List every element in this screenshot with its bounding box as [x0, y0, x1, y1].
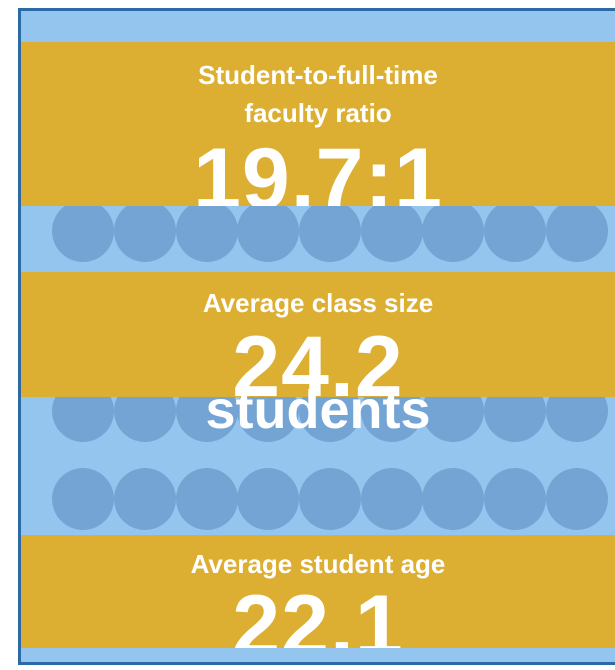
stat-label: Average class size [202, 288, 434, 318]
stat-value: 19.7:1 [193, 131, 443, 206]
stat-value: 22.1 [232, 578, 404, 648]
stat-band: Average class size 24.2 [21, 272, 615, 397]
dot-pattern [52, 200, 608, 530]
stat-band: Average student age 22.1 [21, 535, 615, 648]
stat-label: Average student age [190, 549, 446, 579]
stat-label: Student-to-full-time faculty ratio [198, 60, 438, 128]
stat-unit: students [205, 380, 431, 440]
stat-value: 24.2 [232, 319, 404, 397]
stat-band: Student-to-full-time faculty ratio 19.7:… [21, 42, 615, 206]
infographic: Student-to-full-time faculty ratio 19.7:… [18, 8, 615, 665]
